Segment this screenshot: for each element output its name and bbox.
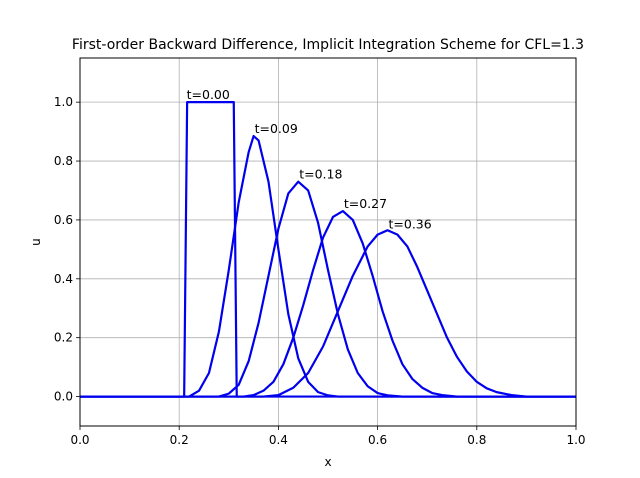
y-tick-label: 0.2 — [54, 331, 73, 345]
y-axis-label: u — [29, 238, 43, 246]
series-annotation-t=0.36: t=0.36 — [389, 217, 432, 232]
ticks-group: 0.0 0.2 0.4 0.6 0.8 1.0 0.0 0.2 0.4 0.6 0.8 1.0 — [54, 95, 586, 447]
series-line-t=0.09 — [80, 134, 576, 398]
series-group — [80, 101, 576, 398]
x-tick-label: 0.2 — [170, 433, 189, 447]
y-tick-label: 0.6 — [54, 213, 73, 227]
y-tick-label: 1.0 — [54, 95, 73, 109]
series-annotation-t=0.27: t=0.27 — [344, 196, 387, 211]
grid — [79, 58, 577, 426]
series-annotation-t=0.18: t=0.18 — [299, 167, 342, 182]
y-tick-label: 0.4 — [54, 272, 73, 286]
series-line-t=0.00 — [80, 101, 576, 398]
series-line-t=0.18 — [80, 180, 576, 398]
x-axis-label: x — [324, 455, 331, 469]
series-annotation-t=0.09: t=0.09 — [255, 121, 298, 136]
x-tick-label: 0.0 — [70, 433, 89, 447]
x-tick-label: 0.4 — [269, 433, 288, 447]
series-annotation-t=0.00: t=0.00 — [187, 87, 230, 102]
annotation-group: t=0.00 t=0.09 t=0.18t=0.27t=0.36 — [187, 87, 432, 232]
plot-frame — [79, 57, 577, 427]
y-tick-label: 0.8 — [54, 154, 73, 168]
series-line-t=0.36 — [80, 229, 576, 398]
y-tick-label: 0.0 — [54, 390, 73, 404]
x-tick-label: 0.6 — [368, 433, 387, 447]
chart-title: First-order Backward Difference, Implici… — [72, 37, 584, 53]
x-tick-label: 0.8 — [467, 433, 486, 447]
series-line-t=0.27 — [80, 209, 576, 398]
x-tick-label: 1.0 — [566, 433, 585, 447]
